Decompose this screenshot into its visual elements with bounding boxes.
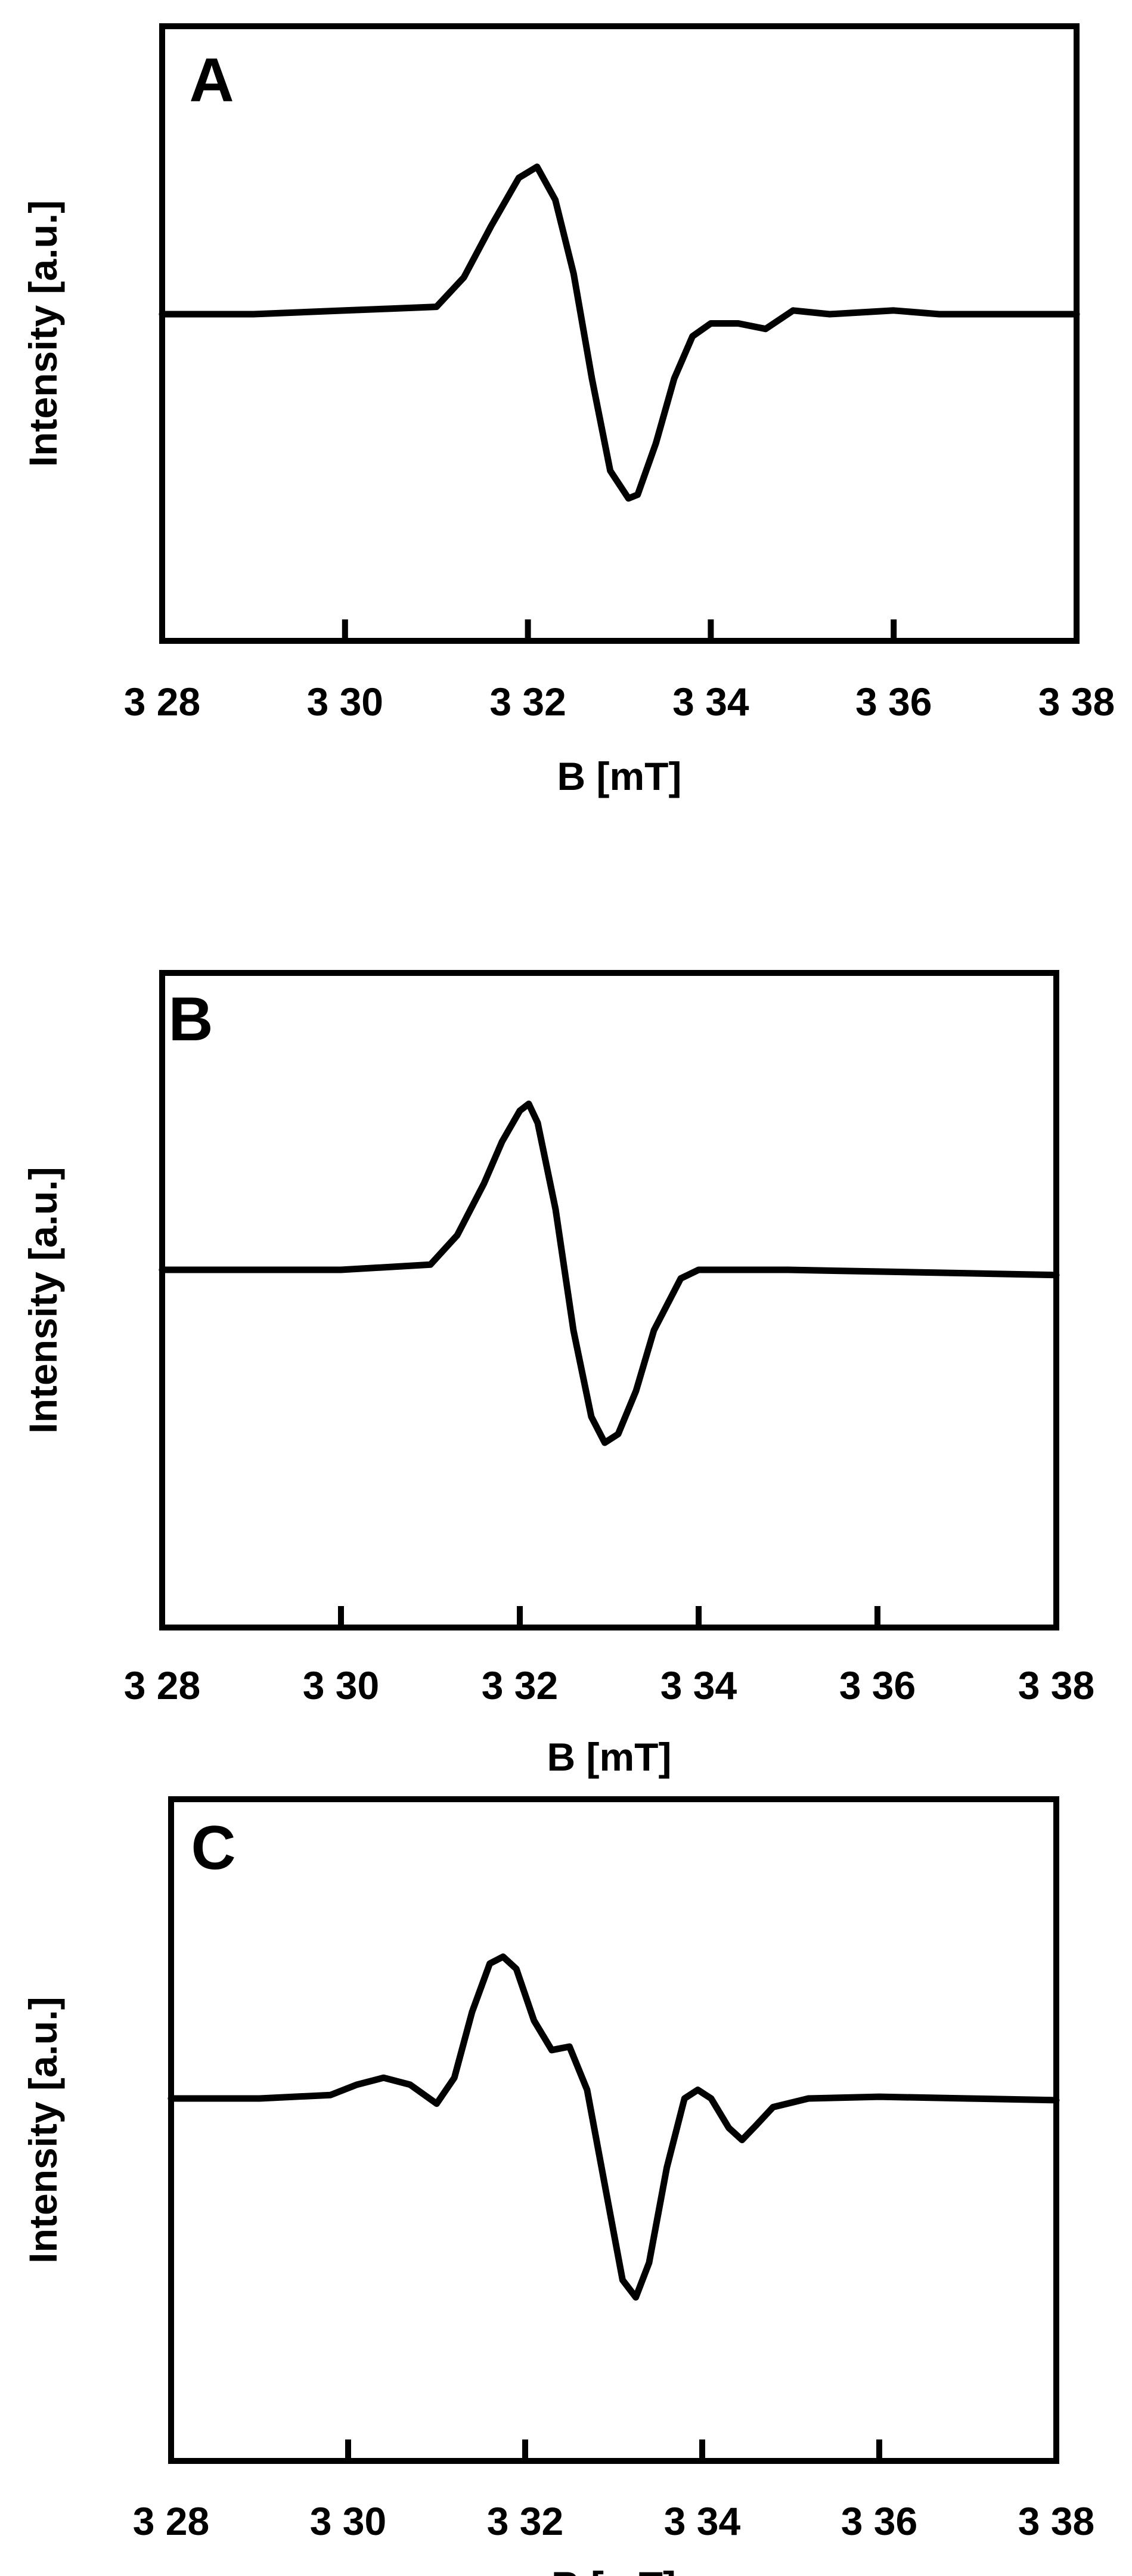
x-tick-label: 3 36 [841, 2499, 917, 2543]
series-line-0 [168, 1953, 1060, 2301]
plot-frame [168, 1796, 1059, 2464]
x-tick-label: 3 32 [482, 1663, 558, 1707]
x-tick-label: 3 36 [839, 1663, 916, 1707]
chart-panel-a: 3 28 3 30 3 32 3 34 3 36 3 38 A B [mT] Intensity… [21, 23, 1115, 798]
x-tick-label: 3 28 [133, 2499, 209, 2543]
x-tick-label: 3 36 [855, 680, 932, 724]
x-tick-label: 3 28 [124, 1663, 200, 1707]
chart-panel-c: 3 28 3 30 3 32 3 34 3 36 3 38 C B [mT] Intensity… [21, 1796, 1094, 2576]
series-line-0 [159, 1101, 1060, 1446]
x-tick-label: 3 30 [303, 1663, 379, 1707]
series-line-0 [159, 163, 1080, 502]
x-tick-label: 3 38 [1018, 2499, 1094, 2543]
x-tick-label: 3 34 [664, 2499, 741, 2543]
x-tick-label: 3 28 [124, 680, 200, 724]
x-axis-title: B [mT] [547, 1735, 672, 1779]
y-axis-title: Intensity [a.u.] [21, 1167, 65, 1433]
x-tick-label: 3 38 [1018, 1663, 1094, 1707]
x-tick-label: 3 34 [672, 680, 749, 724]
x-tick-label: 3 30 [310, 2499, 386, 2543]
x-tick-label: 3 32 [487, 2499, 563, 2543]
panel-label: C [191, 1814, 235, 1883]
x-tick-label: 3 34 [660, 1663, 737, 1707]
y-axis-title: Intensity [a.u.] [21, 1997, 65, 2263]
x-tick-label: 3 32 [489, 680, 566, 724]
x-tick-label: 3 30 [307, 680, 383, 724]
x-axis-title: B [mT] [557, 754, 682, 798]
chart-panel-b: 3 28 3 30 3 32 3 34 3 36 3 38 B B [mT] Intensity… [21, 970, 1094, 1779]
plot-frame [159, 970, 1059, 1630]
panel-label: A [189, 46, 234, 115]
y-axis-title: Intensity [a.u.] [21, 200, 65, 467]
plot-frame [159, 23, 1080, 644]
x-axis-title: B [mT] [551, 2563, 676, 2576]
x-tick-label: 3 38 [1038, 680, 1115, 724]
panel-label: B [168, 985, 213, 1054]
